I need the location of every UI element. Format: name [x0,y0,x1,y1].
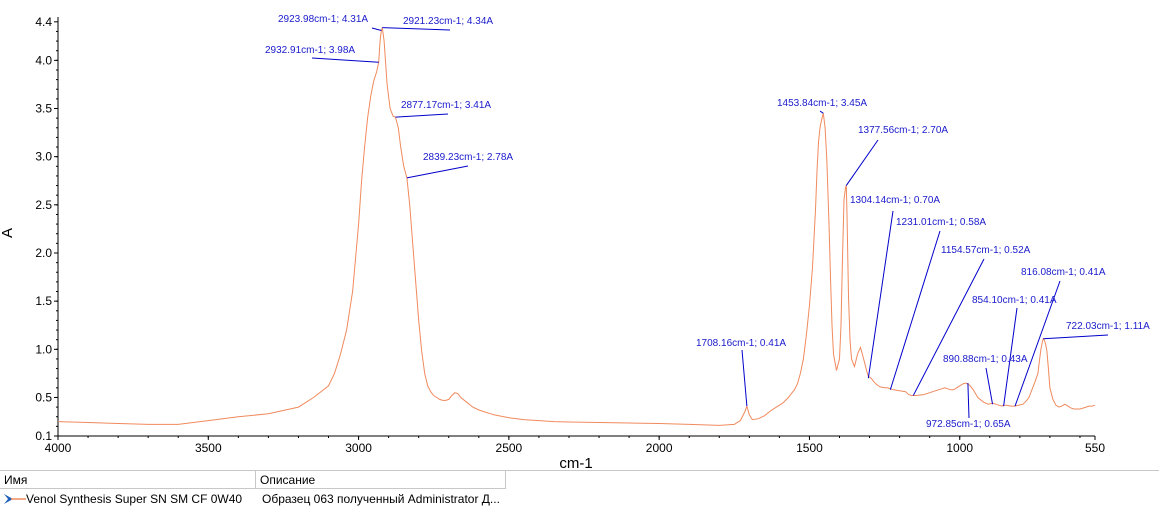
annotation-label: 1453.84cm-1; 3.45A [777,98,867,109]
annotation-label: 972.85cm-1; 0.65A [926,419,1011,430]
annotation-leader [1043,334,1109,340]
x-tick-label: 2500 [496,441,523,455]
annotation-leader [311,57,379,63]
annotation-label: 2877.17cm-1; 3.41A [401,100,491,111]
x-tick-label: 550 [1085,441,1105,455]
spectrum-chart: 4000 3500 3000 2500 2000 1500 1000 550 0.1 0.5 1.0… [0,14,1150,470]
annotation-label: 1231.01cm-1; 0.58A [896,217,986,228]
legend-row[interactable]: Venol Synthesis Super SN SM CF 0W40 Обра… [0,490,1159,508]
annotation-label: 1377.56cm-1; 2.70A [858,125,948,136]
annotation-label: 2923.98cm-1; 4.31A [278,14,368,25]
x-tick-label: 3500 [195,441,222,455]
y-tick-label: 3.0 [35,150,52,164]
annotation-label: 1708.16cm-1; 0.41A [696,338,786,349]
annotation-label: 2921.23cm-1; 4.34A [403,16,493,27]
x-tick-label: 3000 [345,441,372,455]
annotation-label: 2932.91cm-1; 3.98A [265,45,355,56]
y-tick-label: 1.0 [35,342,52,356]
y-tick-label: 4.4 [35,15,52,29]
y-tick-label: 4.0 [35,53,52,67]
y-tick-label: 3.5 [35,102,52,116]
y-tick-label: 0.5 [35,390,52,404]
x-tick-label: 4000 [45,441,72,455]
annotation-label: 816.08cm-1; 0.41A [1021,267,1106,278]
row-marker-icon [2,490,26,508]
annotation-label: 1154.57cm-1; 0.52A [941,245,1031,256]
y-tick-label: 0.1 [35,429,52,443]
x-axis-label: cm-1 [559,455,592,470]
axes [57,17,1095,437]
axis-ticks: 4000 3500 3000 2500 2000 1500 1000 550 0.1 0.5 1.0… [35,15,1105,455]
y-tick-label: 1.5 [35,294,52,308]
annotation-leader [1003,307,1018,407]
column-header-description[interactable]: Описание [256,471,506,489]
annotation-label: 1304.14cm-1; 0.70A [850,195,940,206]
y-tick-label: 2.0 [35,246,52,260]
y-tick-label: 2.5 [35,198,52,212]
annotation-leader [1014,280,1061,407]
x-tick-label: 1000 [946,441,973,455]
annotation-leader [967,383,970,419]
series-description: Образец 063 полученный Administrator Д..… [262,492,500,506]
annotation-leader [912,258,985,396]
annotation-leader [382,27,451,31]
annotation-leader [845,139,879,186]
series-name: Venol Synthesis Super SN SM CF 0W40 [26,492,243,506]
annotation-leader [867,210,894,379]
annotation-label: 722.03cm-1; 1.11A [1066,321,1150,332]
column-header-name[interactable]: Имя [0,471,256,489]
annotation-leader [985,367,994,405]
annotation-leader [395,113,449,118]
annotation-label: 890.88cm-1; 0.43A [943,354,1028,365]
annotation-leader [406,165,469,179]
annotation-leader [741,349,748,407]
legend-panel: Имя Описание Venol Synthesis Super SN SM… [0,470,1159,509]
annotation-label: 854.10cm-1; 0.41A [972,295,1057,306]
peak-annotations: 2923.98cm-1; 4.31A 2921.23cm-1; 4.34A 2932… [265,14,1150,430]
annotation-leader [819,110,824,114]
annotation-label: 2839.23cm-1; 2.78A [423,152,513,163]
y-axis-label: A [0,228,16,238]
legend-header: Имя Описание [0,471,1159,489]
annotation-leader [889,230,941,390]
x-tick-label: 2000 [646,441,673,455]
x-tick-label: 1500 [796,441,823,455]
annotation-leader [371,27,382,31]
